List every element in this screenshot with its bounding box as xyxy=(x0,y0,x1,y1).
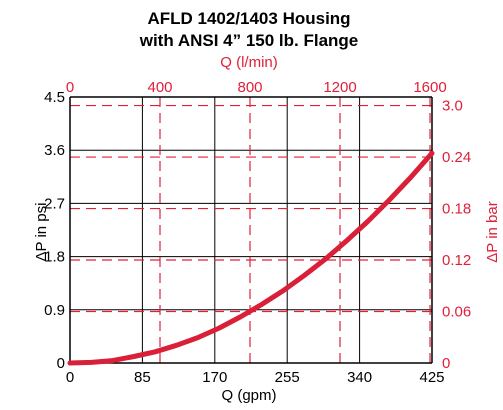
y2-tick-label: 0.06 xyxy=(442,304,471,321)
x-tick-label: 85 xyxy=(134,369,151,386)
axis-layer xyxy=(69,96,433,364)
grid-layer xyxy=(70,97,432,363)
y2-tick-label: 0 xyxy=(442,355,450,372)
y-tick-label: 4.5 xyxy=(44,89,65,106)
x-tick-label: 425 xyxy=(419,369,444,386)
y2-tick-label: 0.24 xyxy=(442,149,471,166)
pressure-drop-curve xyxy=(67,150,435,366)
x2-tick-label: 400 xyxy=(147,79,172,96)
y2-tick-label: 3.0 xyxy=(442,98,463,115)
y2-tick-label: 0.12 xyxy=(442,252,471,269)
series-layer xyxy=(67,150,435,366)
x2-tick-label: 0 xyxy=(66,79,74,96)
y-tick-label: 1.8 xyxy=(44,249,65,266)
chart-title-line-2: with ANSI 4” 150 lb. Flange xyxy=(139,31,359,50)
x2-tick-label: 800 xyxy=(237,79,262,96)
y-tick-label: 0.9 xyxy=(44,302,65,319)
x2-tick-label: 1200 xyxy=(323,79,356,96)
y-tick-label: 2.7 xyxy=(44,195,65,212)
x-tick-label: 0 xyxy=(66,369,74,386)
y-axis-label: ΔP in psi xyxy=(33,203,50,262)
chart-title-line-1: AFLD 1402/1403 Housing xyxy=(147,9,350,28)
y-tick-label: 3.6 xyxy=(44,142,65,159)
x-tick-label: 170 xyxy=(202,369,227,386)
y-tick-label: 0 xyxy=(57,355,65,372)
secondary-y-axis-label: ΔP in bar xyxy=(484,201,501,262)
y2-tick-label: 0.18 xyxy=(442,201,471,218)
x-axis-label: Q (gpm) xyxy=(221,387,276,404)
x2-tick-label: 1600 xyxy=(413,79,446,96)
secondary-x-axis-label: Q (l/min) xyxy=(220,54,278,71)
x-tick-label: 255 xyxy=(275,369,300,386)
x-tick-label: 340 xyxy=(347,369,372,386)
